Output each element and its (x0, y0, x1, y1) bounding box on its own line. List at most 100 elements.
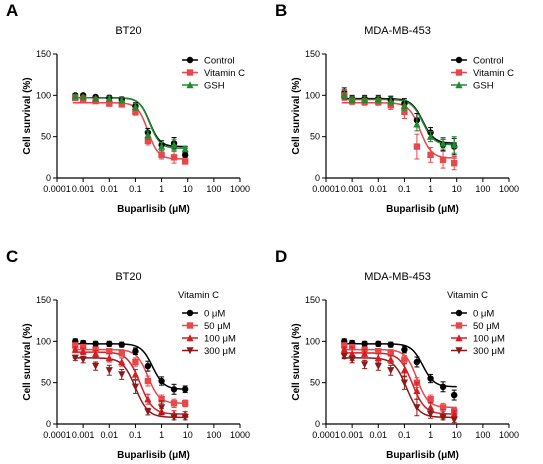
panel-letter: A (6, 1, 18, 20)
data-point (439, 404, 447, 411)
data-point (348, 349, 356, 357)
x-tick-label: 0.001 (72, 184, 95, 194)
series-2 (340, 89, 458, 154)
data-point (158, 151, 165, 159)
data-point (427, 151, 434, 159)
legend-swatch-marker (186, 334, 194, 342)
y-tick-label: 50 (41, 378, 51, 388)
fit-curve-0 (341, 97, 457, 144)
data-point (71, 354, 79, 362)
chart-panel-d: D MDA-MB-453 0 50 100 150 0.0001 0.001 0.01 0.1 1 1… (275, 247, 519, 461)
panel-letter: C (6, 247, 18, 266)
y-axis-label: Cell survival (%) (22, 77, 33, 154)
legend-swatch-marker (455, 56, 463, 64)
legend-entry: 0 μM (473, 309, 494, 320)
y-tick-label: 100 (36, 336, 51, 346)
data-point (79, 343, 87, 351)
data-point (413, 120, 421, 128)
data-point (401, 108, 408, 116)
x-tick-label: 100 (206, 430, 221, 440)
data-point (144, 377, 152, 385)
data-point (92, 346, 99, 353)
x-tick-label: 0.0001 (43, 430, 71, 440)
legend-swatch-marker (186, 347, 194, 355)
fit-curve-3 (341, 357, 457, 419)
legend-entry: Control (204, 56, 235, 67)
data-point (144, 362, 152, 370)
fit-curve-0 (341, 343, 457, 388)
legend-entry: 50 μM (204, 321, 231, 332)
data-point (157, 142, 166, 150)
x-axis-label: Buparlisib (μM) (386, 450, 459, 461)
data-point (387, 355, 395, 363)
data-point (181, 145, 189, 153)
data-point (118, 358, 126, 366)
data-point (71, 92, 79, 100)
data-point (105, 354, 113, 362)
data-point (158, 377, 165, 385)
data-point (131, 103, 140, 111)
x-tick-label: 0.01 (370, 430, 388, 440)
y-tick-label: 100 (305, 90, 320, 100)
legend-entry: GSH (204, 81, 225, 92)
data-point (79, 347, 87, 355)
data-point (361, 340, 368, 348)
fit-curve-1 (341, 102, 457, 159)
data-point (170, 154, 178, 161)
data-point (426, 132, 435, 140)
chart-panel-a: A BT20 0 50 100 150 0.0001 0.001 0.01 0.1 1 10 100 10… (6, 1, 250, 215)
data-point (79, 93, 87, 101)
series-2 (71, 92, 189, 153)
x-tick-label: 100 (475, 430, 490, 440)
data-point (400, 101, 409, 109)
legend-entry: 100 μM (204, 334, 236, 345)
data-point (181, 158, 189, 165)
legend-entry: GSH (473, 81, 494, 92)
chart-title: MDA-MB-453 (364, 25, 431, 37)
data-point (348, 356, 356, 364)
data-point (401, 356, 408, 363)
data-point (427, 396, 434, 403)
data-point (361, 349, 369, 357)
data-point (106, 100, 113, 107)
data-point (413, 358, 421, 366)
series-2 (71, 345, 189, 418)
data-point (131, 370, 140, 378)
legend-title: Vitamin C (447, 290, 488, 301)
data-point (401, 346, 408, 353)
fit-curve-1 (72, 348, 188, 405)
legend-swatch-marker (455, 81, 463, 89)
data-point (92, 340, 99, 348)
x-tick-label: 0.1 (129, 430, 142, 440)
data-point (72, 342, 79, 349)
legend-swatch-marker (186, 56, 194, 64)
y-tick-label: 150 (305, 49, 320, 59)
data-point (181, 414, 189, 422)
y-axis-label: Cell survival (%) (22, 323, 33, 400)
y-axis-label: Cell survival (%) (291, 77, 302, 154)
data-point (361, 361, 369, 369)
x-tick-label: 0.001 (341, 184, 364, 194)
legend-entry: 0 μM (204, 309, 225, 320)
x-tick-label: 10 (183, 430, 193, 440)
data-point (157, 404, 166, 412)
x-tick-label: 0.01 (101, 184, 119, 194)
data-point (106, 340, 113, 348)
x-axis-label: Buparlisib (μM) (117, 450, 190, 461)
data-point (375, 348, 382, 355)
data-point (118, 101, 125, 108)
data-point (170, 141, 178, 149)
x-tick-label: 0.1 (398, 430, 411, 440)
data-point (361, 95, 369, 103)
data-point (340, 345, 348, 353)
data-point (144, 395, 152, 403)
data-point (439, 139, 447, 147)
legend-swatch-marker (455, 322, 463, 329)
x-tick-label: 0.001 (72, 430, 95, 440)
data-point (427, 375, 434, 382)
data-point (132, 358, 139, 366)
data-point (131, 383, 140, 391)
fit-curve-1 (72, 102, 188, 160)
